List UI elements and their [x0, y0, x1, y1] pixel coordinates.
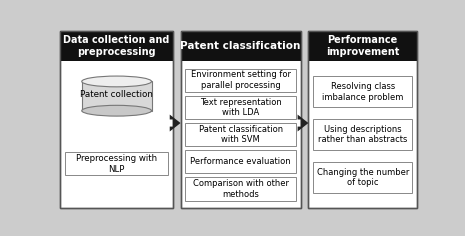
- Text: Changing the number
of topic: Changing the number of topic: [317, 168, 409, 187]
- Text: Patent collection: Patent collection: [80, 90, 153, 99]
- Bar: [60, 31, 173, 208]
- Bar: [180, 31, 301, 208]
- Polygon shape: [298, 114, 308, 131]
- Bar: [180, 31, 301, 208]
- Text: Preprocessing with
NLP: Preprocessing with NLP: [76, 154, 157, 173]
- Bar: [185, 96, 296, 119]
- Bar: [180, 31, 301, 61]
- Bar: [60, 31, 173, 208]
- Bar: [308, 31, 417, 61]
- Text: Resolving class
imbalance problem: Resolving class imbalance problem: [322, 82, 403, 101]
- Text: Performance evaluation: Performance evaluation: [190, 157, 291, 166]
- Bar: [185, 177, 296, 201]
- Bar: [313, 76, 412, 107]
- Text: Patent classification
with SVM: Patent classification with SVM: [199, 125, 283, 144]
- Bar: [185, 123, 296, 146]
- Text: Comparison with other
methods: Comparison with other methods: [193, 179, 289, 199]
- Text: Data collection and
preprocessing: Data collection and preprocessing: [63, 35, 170, 57]
- Bar: [313, 162, 412, 193]
- Polygon shape: [170, 114, 180, 131]
- Bar: [313, 119, 412, 150]
- Bar: [185, 69, 296, 92]
- Bar: [82, 81, 152, 111]
- Bar: [308, 31, 417, 208]
- Text: Patent classification: Patent classification: [180, 41, 301, 51]
- Bar: [60, 31, 173, 61]
- Bar: [65, 152, 168, 175]
- Text: Environment setting for
parallel processing: Environment setting for parallel process…: [191, 71, 291, 90]
- Text: Text representation
with LDA: Text representation with LDA: [200, 98, 281, 117]
- Text: Using descriptions
rather than abstracts: Using descriptions rather than abstracts: [318, 125, 407, 144]
- Ellipse shape: [82, 105, 152, 116]
- Bar: [185, 150, 296, 173]
- Text: Performance
improvement: Performance improvement: [326, 35, 399, 57]
- Bar: [308, 31, 417, 208]
- Ellipse shape: [82, 76, 152, 87]
